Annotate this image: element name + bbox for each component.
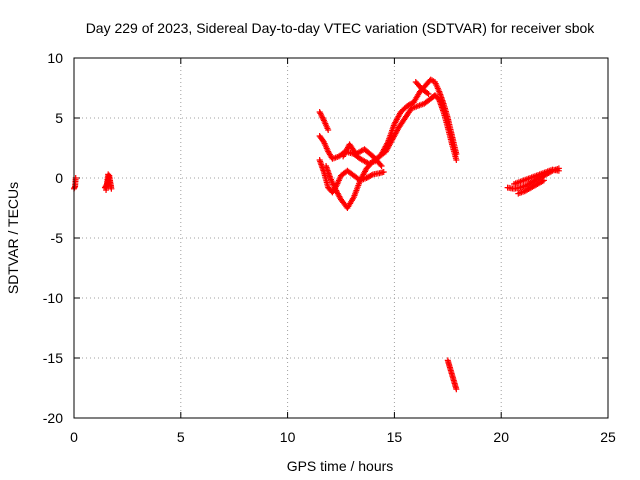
grid-lines (74, 58, 608, 418)
data-point (425, 91, 432, 97)
x-tick-label: 5 (177, 429, 185, 445)
y-axis-label: SDTVAR / TECUs (5, 182, 21, 294)
y-tick-label: 0 (55, 170, 63, 186)
x-tick-label: 15 (387, 429, 403, 445)
data-point (540, 177, 547, 184)
data-point (380, 169, 387, 175)
y-tick-label: -10 (43, 290, 63, 306)
y-tick-label: -5 (51, 230, 64, 246)
chart-title: Day 229 of 2023, Sidereal Day-to-day VTE… (86, 20, 596, 36)
x-tick-label: 20 (493, 429, 509, 445)
axis-ticks: 0 5 10 15 20 25 -20 -15 -10 -5 0 5 10 (43, 50, 616, 445)
data-point (377, 161, 384, 168)
x-tick-label: 10 (280, 429, 296, 445)
y-tick-label: 10 (47, 50, 63, 66)
y-tick-label: 5 (55, 110, 63, 126)
y-tick-label: -15 (43, 350, 63, 366)
x-axis-label: GPS time / hours (287, 458, 394, 474)
data-point (453, 386, 460, 393)
x-tick-label: 25 (600, 429, 616, 445)
data-point (103, 187, 110, 193)
y-tick-label: -20 (43, 410, 63, 426)
data-point (555, 167, 562, 174)
data-point (325, 127, 332, 133)
data-point (378, 163, 385, 169)
data-points (71, 76, 562, 393)
data-point (368, 172, 375, 179)
data-point (539, 178, 546, 185)
x-tick-label: 0 (70, 429, 78, 445)
data-point (424, 90, 431, 97)
data-point (453, 157, 460, 163)
plot-frame (73, 57, 609, 419)
